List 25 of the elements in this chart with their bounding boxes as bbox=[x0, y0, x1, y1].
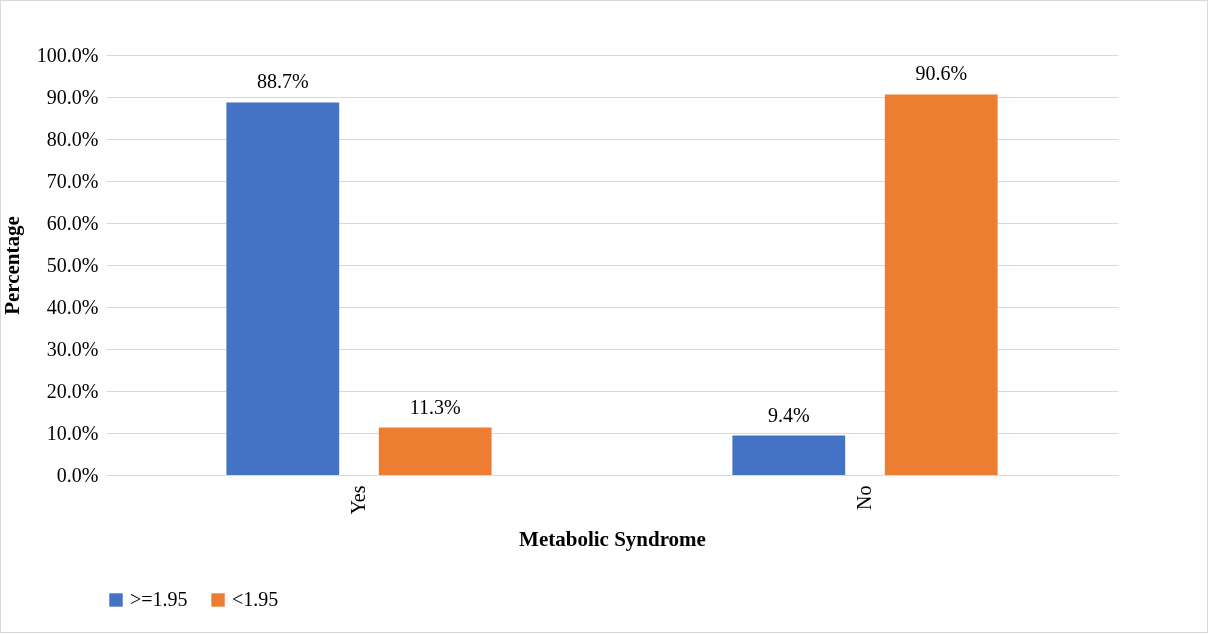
bar bbox=[378, 427, 492, 475]
y-tick-label: 100.0% bbox=[36, 43, 99, 66]
data-label: 88.7% bbox=[256, 70, 309, 93]
y-tick-label: 40.0% bbox=[46, 295, 99, 318]
y-axis-title: Percentage bbox=[0, 216, 24, 315]
y-tick-label: 80.0% bbox=[46, 127, 99, 150]
x-tick-label: No bbox=[853, 485, 875, 510]
y-tick-label: 20.0% bbox=[46, 379, 99, 402]
y-tick-label: 90.0% bbox=[46, 85, 99, 108]
y-tick-label: 60.0% bbox=[46, 211, 99, 234]
legend-label: <1.95 bbox=[232, 588, 279, 610]
data-label: 90.6% bbox=[915, 62, 968, 85]
bar bbox=[884, 94, 998, 475]
y-tick-label: 0.0% bbox=[56, 463, 99, 486]
x-axis-title: Metabolic Syndrome bbox=[519, 526, 706, 551]
y-tick-label: 70.0% bbox=[46, 169, 99, 192]
y-tick-label: 50.0% bbox=[46, 253, 99, 276]
x-tick-label: Yes bbox=[347, 485, 369, 515]
bar bbox=[226, 102, 340, 475]
data-label: 9.4% bbox=[767, 403, 810, 426]
bar bbox=[732, 435, 846, 475]
data-label: 11.3% bbox=[409, 395, 461, 418]
legend-label: >=1.95 bbox=[130, 588, 188, 610]
y-tick-label: 10.0% bbox=[46, 421, 99, 444]
y-tick-label: 30.0% bbox=[46, 337, 99, 360]
